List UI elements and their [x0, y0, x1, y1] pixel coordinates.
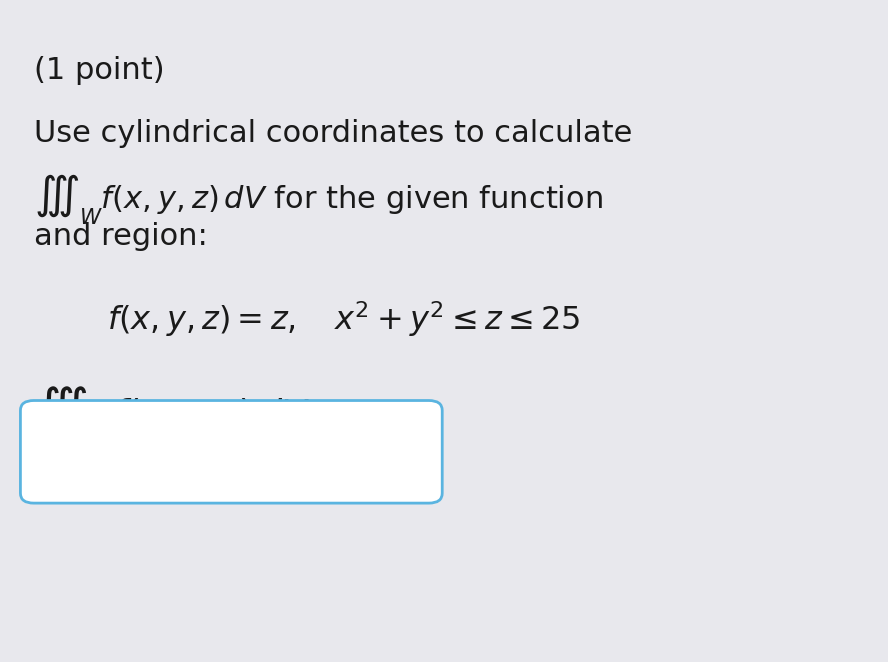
FancyBboxPatch shape [20, 401, 442, 503]
Text: and region:: and region: [34, 222, 208, 251]
Text: $f(x,y,z) = z, \quad x^2 + y^2 \leq z \leq 25$: $f(x,y,z) = z, \quad x^2 + y^2 \leq z \l… [107, 299, 580, 339]
Text: $\iiint_W f(x,y,z)\, dV =$: $\iiint_W f(x,y,z)\, dV =$ [34, 384, 342, 446]
Text: $\iiint_W f(x,y,z)\, dV$ for the given function: $\iiint_W f(x,y,z)\, dV$ for the given f… [34, 172, 603, 227]
Text: Use cylindrical coordinates to calculate: Use cylindrical coordinates to calculate [34, 119, 632, 148]
Text: (1 point): (1 point) [34, 56, 164, 85]
